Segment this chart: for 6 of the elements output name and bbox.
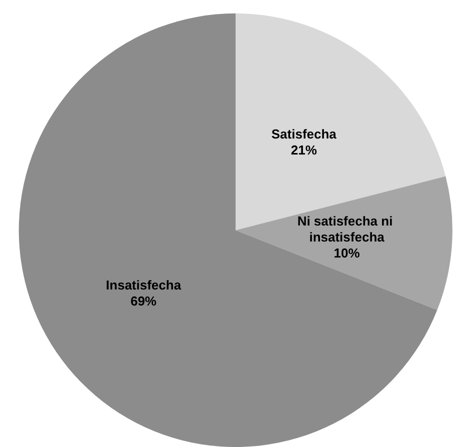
data-label: 21%: [290, 142, 318, 158]
data-label: 69%: [130, 293, 157, 308]
slice-label: Ni satisfecha ni insatisfecha: [297, 214, 396, 245]
slice-label: Satisfecha: [271, 126, 338, 142]
slice-label: Insatisfecha: [106, 277, 182, 292]
data-label: 10%: [334, 246, 360, 261]
